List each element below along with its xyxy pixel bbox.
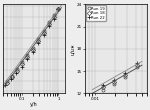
Y-axis label: u/u∗: u/u∗ (70, 43, 75, 55)
X-axis label: y/h: y/h (30, 102, 38, 107)
Legend: Run 19, Run 18, Run 22: Run 19, Run 18, Run 22 (86, 5, 106, 21)
